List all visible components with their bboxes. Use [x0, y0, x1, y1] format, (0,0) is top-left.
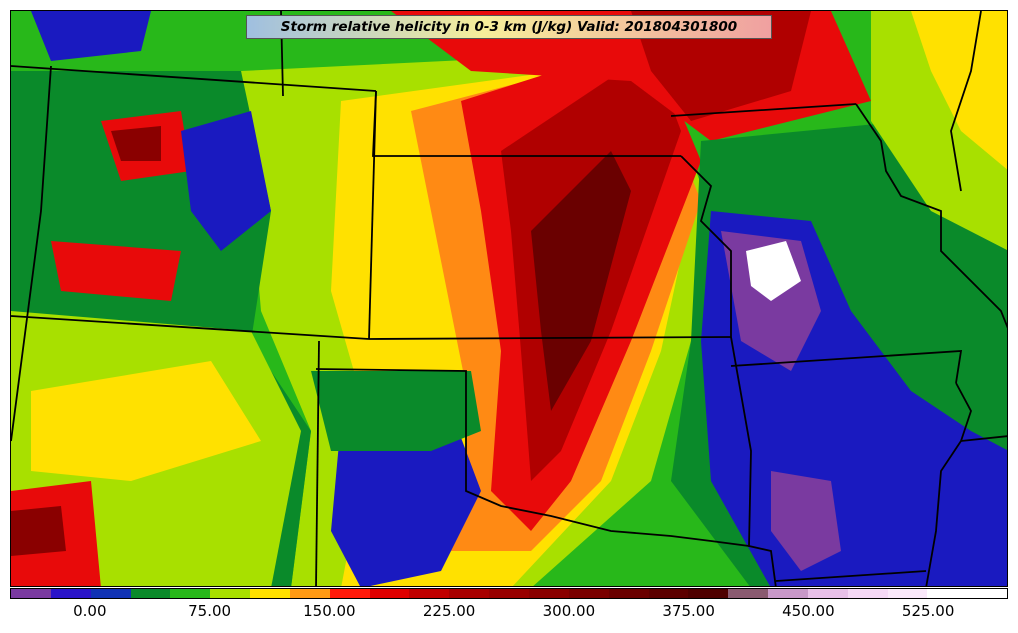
colorbar-segment	[608, 589, 649, 598]
boundary-ia-south	[670, 103, 857, 117]
colorbar-segment	[210, 589, 251, 598]
colorbar-segment	[449, 589, 490, 598]
colorbar-segment	[688, 589, 729, 598]
colorbar-segment	[967, 589, 1008, 598]
colorbar-segment	[329, 589, 370, 598]
colorbar-segment	[369, 589, 410, 598]
boundary-mississippi	[855, 103, 1007, 329]
boundary-wy-north	[11, 65, 377, 92]
colorbar-segment	[568, 589, 609, 598]
field-west-maroon	[111, 126, 161, 161]
field-east-white	[746, 241, 801, 301]
state-boundaries	[11, 11, 1007, 586]
colorbar-segment	[170, 589, 211, 598]
colorbar-tick-label: 300.00	[542, 602, 596, 620]
field-west-red-2	[51, 241, 181, 301]
boundary-ar-east	[925, 382, 972, 586]
field-maroon-core	[531, 151, 631, 411]
field-west-yellow-streaks	[31, 361, 261, 481]
colorbar-tick-label: 525.00	[901, 602, 955, 620]
colorbar-segment	[728, 589, 769, 598]
colorbar-tick-label: 0.00	[73, 602, 107, 620]
field-west-blue	[181, 111, 271, 251]
colorbar-segment	[847, 589, 888, 598]
colorbar-segment	[887, 589, 928, 598]
colorbar-segment	[11, 589, 51, 598]
boundary-co-east	[368, 90, 377, 340]
map-title: Storm relative helicity in 0-3 km (J/kg)…	[246, 15, 772, 39]
colorbar-segment	[528, 589, 569, 598]
colorbar-segment	[768, 589, 808, 598]
colorbar-segment	[648, 589, 689, 598]
boundary-ar-north	[730, 350, 963, 384]
boundary-mt-wy	[11, 65, 52, 442]
field-east-purple-2	[771, 471, 841, 571]
colorbar-segment	[927, 589, 968, 598]
colorbar-segment	[289, 589, 330, 598]
colorbar-segment	[250, 589, 290, 598]
colorbar-tick-label: 225.00	[422, 602, 476, 620]
boundary-ks-south	[368, 336, 732, 340]
colorbar-segment	[409, 589, 450, 598]
field-sw-maroon	[11, 506, 66, 556]
colorbar-tick-label: 150.00	[303, 602, 356, 620]
map-panel	[10, 10, 1008, 587]
colorbar-tick-labels: 0.00 75.00 150.00 225.00 300.00 375.00 450.00 5…	[10, 600, 1008, 626]
boundary-ks-ok	[315, 340, 320, 586]
colorbar-segment	[807, 589, 848, 598]
colorbar-tick-label: 450.00	[782, 602, 835, 620]
colorbar-tick-label: 375.00	[662, 602, 715, 620]
field-east-yellow	[911, 11, 1007, 170]
boundary-il-river	[950, 11, 982, 192]
colorbar-segment	[50, 589, 91, 598]
colorbar-segment	[489, 589, 529, 598]
helicity-field	[11, 11, 1007, 586]
colorbar-segment	[130, 589, 171, 598]
boundary-la-north	[775, 570, 927, 582]
boundary-wy-co	[11, 315, 370, 340]
colorbar-segment	[90, 589, 131, 598]
colorbar-tick-label: 75.00	[188, 602, 232, 620]
field-ok-blue	[331, 411, 481, 586]
boundary-mo-west	[680, 155, 777, 586]
colorbar	[10, 588, 1008, 599]
field-ok-green	[311, 371, 481, 451]
field-west-purple	[31, 11, 151, 61]
boundary-ms-al	[960, 435, 1007, 442]
boundary-ok-tx-north	[315, 368, 750, 547]
